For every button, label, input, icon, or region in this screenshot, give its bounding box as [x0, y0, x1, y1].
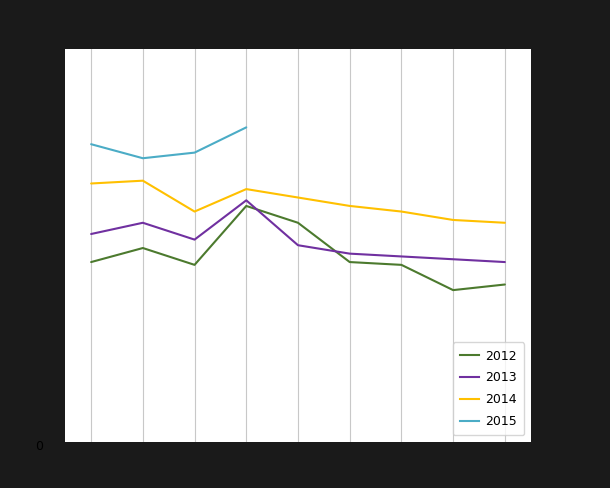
2012 [450, 287, 457, 293]
2013 [191, 237, 198, 243]
2015 [243, 124, 250, 130]
2012 [346, 259, 353, 265]
2015 [87, 141, 95, 147]
2012 [295, 220, 302, 225]
2014 [191, 209, 198, 215]
2012 [87, 259, 95, 265]
Text: 0: 0 [35, 440, 43, 453]
2013 [398, 254, 405, 260]
2015 [191, 150, 198, 156]
2012 [501, 282, 509, 287]
Line: 2012: 2012 [91, 206, 505, 290]
Legend: 2012, 2013, 2014, 2015: 2012, 2013, 2014, 2015 [453, 342, 525, 435]
2014 [398, 209, 405, 215]
2014 [501, 220, 509, 225]
2014 [139, 178, 146, 183]
2012 [398, 262, 405, 268]
2013 [501, 259, 509, 265]
2013 [243, 197, 250, 203]
2013 [87, 231, 95, 237]
2012 [191, 262, 198, 268]
2015 [139, 155, 146, 161]
2014 [450, 217, 457, 223]
2013 [139, 220, 146, 225]
2014 [87, 181, 95, 186]
2013 [346, 251, 353, 257]
Line: 2015: 2015 [91, 127, 246, 158]
Line: 2014: 2014 [91, 181, 505, 223]
2014 [346, 203, 353, 209]
2012 [139, 245, 146, 251]
2013 [295, 242, 302, 248]
2014 [295, 195, 302, 201]
2013 [450, 256, 457, 262]
Line: 2013: 2013 [91, 200, 505, 262]
2014 [243, 186, 250, 192]
2012 [243, 203, 250, 209]
